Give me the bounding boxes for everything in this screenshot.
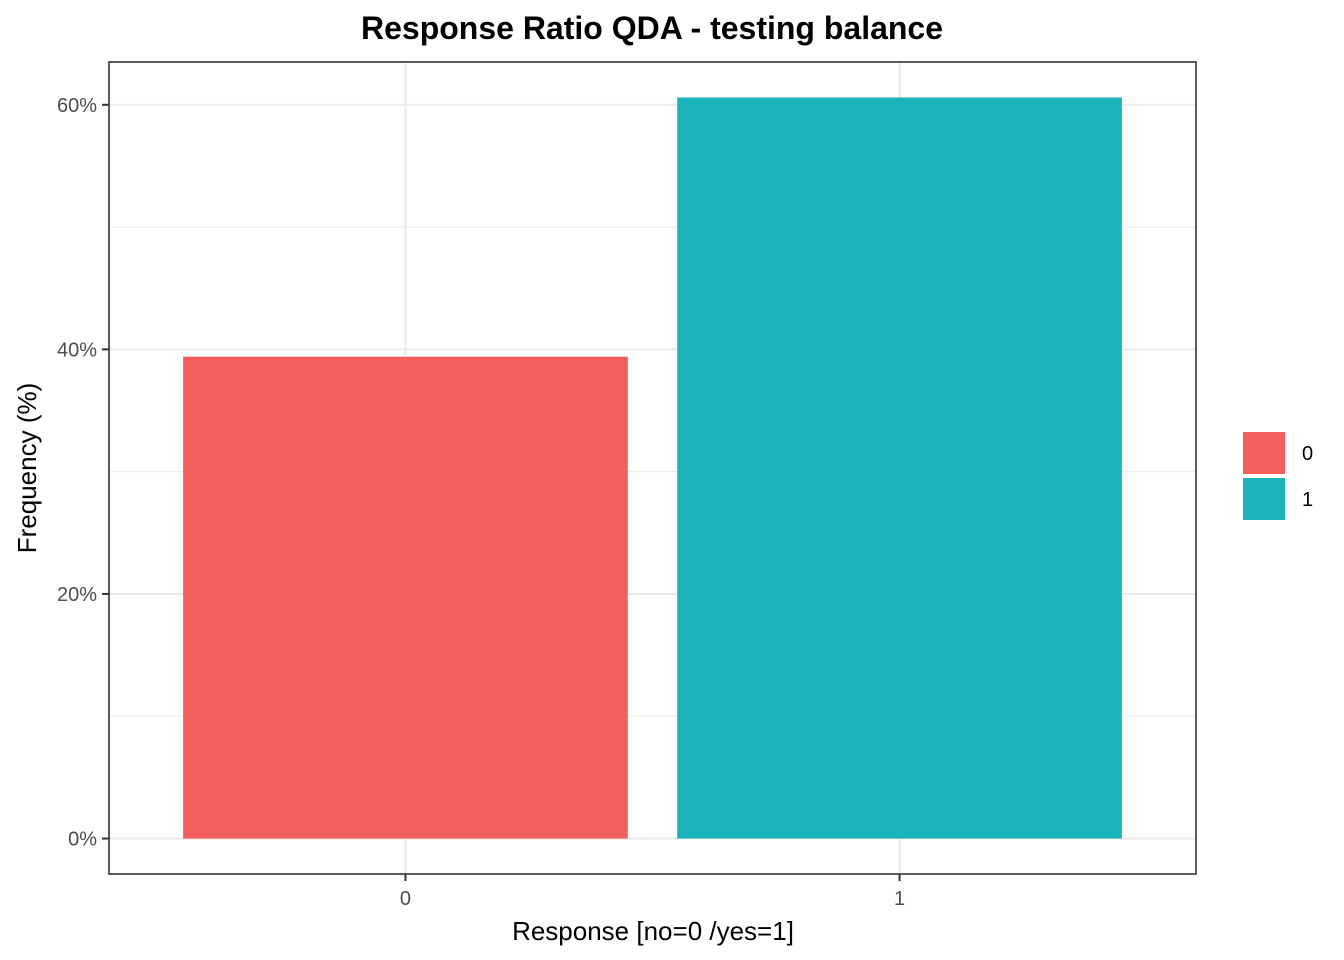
y-tick-label: 60%	[57, 95, 97, 117]
x-axis-title: Response [no=0 /yes=1]	[512, 916, 794, 946]
legend: 01	[1243, 432, 1313, 520]
bar-1	[677, 97, 1122, 839]
y-tick-label: 40%	[57, 339, 97, 361]
bar-0	[183, 356, 628, 839]
chart-title: Response Ratio QDA - testing balance	[361, 10, 943, 46]
x-tick-label: 0	[400, 888, 411, 910]
panel-border	[108, 61, 1197, 875]
legend-label-1: 1	[1302, 489, 1313, 511]
y-axis-title: Frequency (%)	[12, 383, 42, 554]
legend-key-1	[1243, 478, 1285, 520]
x-tick-label: 1	[894, 888, 905, 910]
legend-label-0: 0	[1302, 443, 1313, 465]
legend-key-0	[1243, 432, 1285, 474]
bars	[183, 97, 1122, 839]
y-tick-label: 0%	[68, 829, 97, 851]
y-tick-label: 20%	[57, 584, 97, 606]
y-axis: 0% 20% 40% 60%	[57, 95, 109, 851]
